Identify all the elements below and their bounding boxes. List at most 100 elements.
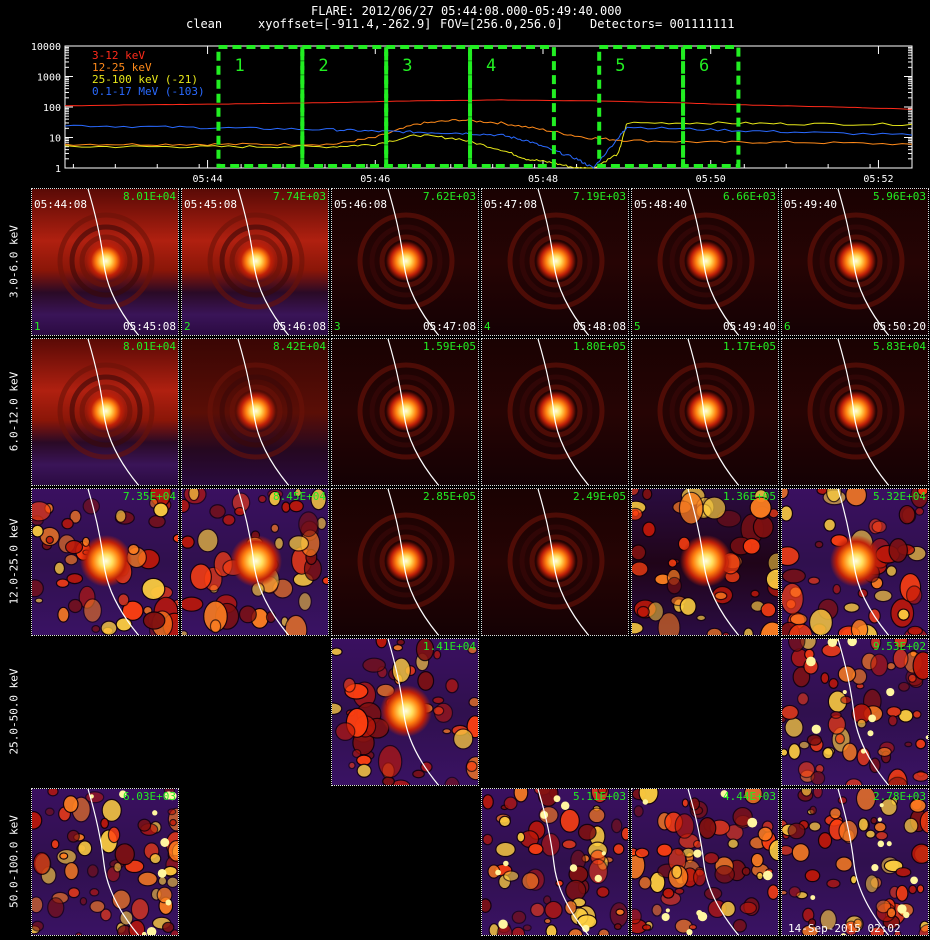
solar-limb-line: [837, 489, 890, 635]
noise-blob: [632, 621, 644, 635]
panel-max-value: 8.45E+04: [273, 490, 326, 503]
panel-start-time: 05:47:08: [484, 198, 537, 211]
noise-blob: [782, 889, 788, 896]
noise-blob: [182, 596, 204, 612]
noise-blob: [156, 886, 173, 904]
noise-blob: [482, 898, 492, 913]
ring-artifact: [807, 362, 905, 460]
noise-blob: [377, 744, 403, 779]
panel-image: [182, 489, 328, 635]
noise-blob: [642, 521, 656, 538]
noise-blob: [412, 769, 425, 779]
ring-artifact: [369, 224, 443, 298]
bright-speck: [877, 817, 882, 822]
bright-speck: [146, 927, 157, 935]
panel-max-value: 7.62E+03: [423, 190, 476, 203]
noise-blob: [887, 776, 909, 785]
ring-artifact: [657, 212, 755, 310]
ring-artifact: [79, 384, 133, 438]
noise-blob: [321, 576, 328, 585]
interval-label: 1: [234, 56, 244, 76]
noise-blob: [806, 734, 822, 746]
panel-index: 5: [634, 320, 641, 333]
panel-image: [632, 789, 778, 935]
noise-blob: [638, 875, 652, 890]
image-panel: 8.42E+04: [181, 338, 329, 486]
noise-blob: [348, 761, 356, 770]
solar-limb-line: [387, 189, 440, 335]
noise-blob: [796, 692, 810, 706]
noise-blob: [161, 921, 175, 934]
image-panel: 2.85E+05: [331, 488, 479, 636]
noise-blob: [834, 733, 846, 745]
row-label: 6.0-12.0 keV: [7, 371, 21, 452]
noise-blob: [810, 770, 826, 785]
bright-speck: [886, 841, 892, 847]
noise-blob: [522, 924, 532, 932]
noise-blob: [812, 789, 823, 799]
noise-blob: [829, 807, 842, 820]
source-glow: [236, 391, 276, 431]
noise-blob: [61, 517, 74, 530]
noise-blob: [332, 702, 343, 716]
bright-speck: [560, 801, 570, 811]
y-tick-label: 1: [55, 164, 61, 175]
noise-blob: [875, 899, 892, 914]
noise-blob: [149, 852, 162, 865]
bright-speck: [165, 899, 172, 906]
panel-image: [182, 339, 328, 485]
noise-blob: [667, 558, 678, 568]
noise-blob: [66, 572, 84, 585]
panel-max-value: 1.41E+04: [423, 640, 476, 653]
noise-blob: [34, 597, 44, 604]
noise-blob: [865, 829, 876, 839]
solar-limb-line: [837, 339, 890, 485]
fov-label: FOV=[256.0,256.0]: [440, 17, 563, 31]
noise-blob: [632, 561, 649, 577]
image-panel: 6.66E+03 05:48:40 05:49:40 5: [631, 188, 779, 336]
interval-label: 2: [318, 56, 328, 76]
noise-blob: [91, 624, 101, 633]
noise-blob: [433, 649, 442, 660]
bright-speck: [168, 791, 177, 801]
bright-speck: [686, 929, 693, 935]
panel-image: [782, 489, 928, 635]
noise-blob: [335, 722, 356, 741]
panel-max-value: 5.11E+03: [573, 790, 626, 803]
bright-speck: [847, 639, 857, 647]
noise-blob: [498, 815, 512, 828]
noise-blob: [107, 826, 121, 844]
solar-limb-line: [687, 189, 740, 335]
noise-blob: [111, 889, 132, 910]
noise-blob: [148, 514, 166, 529]
noise-blob: [782, 546, 800, 567]
noise-blob: [822, 747, 834, 760]
noise-blob: [760, 602, 777, 618]
image-panel: 4.44E+03: [631, 788, 779, 936]
panel-start-time: 05:48:40: [634, 198, 687, 211]
bright-speck: [897, 904, 907, 914]
ring-artifact: [229, 234, 283, 288]
image-panel: 1.80E+05: [481, 338, 629, 486]
noise-blob: [869, 926, 886, 935]
solar-limb-line: [237, 489, 290, 635]
panel-image: [632, 189, 778, 335]
noise-blob: [808, 918, 817, 927]
noise-blob: [442, 728, 452, 735]
noise-blob: [415, 639, 435, 662]
noise-blob: [620, 826, 628, 841]
noise-blob: [527, 842, 544, 856]
noise-blob: [674, 887, 685, 895]
image-panel: 5.11E+03: [481, 788, 629, 936]
noise-blob: [57, 606, 70, 623]
noise-blob: [875, 830, 889, 841]
solar-limb-line: [87, 789, 140, 935]
noise-blob: [167, 840, 178, 862]
noise-blob: [871, 520, 887, 534]
noise-blob: [870, 653, 889, 677]
bright-speck: [810, 895, 816, 900]
bright-speck: [877, 840, 885, 848]
noise-blob: [750, 589, 760, 598]
noise-blob: [756, 871, 764, 881]
bright-speck: [498, 919, 508, 929]
